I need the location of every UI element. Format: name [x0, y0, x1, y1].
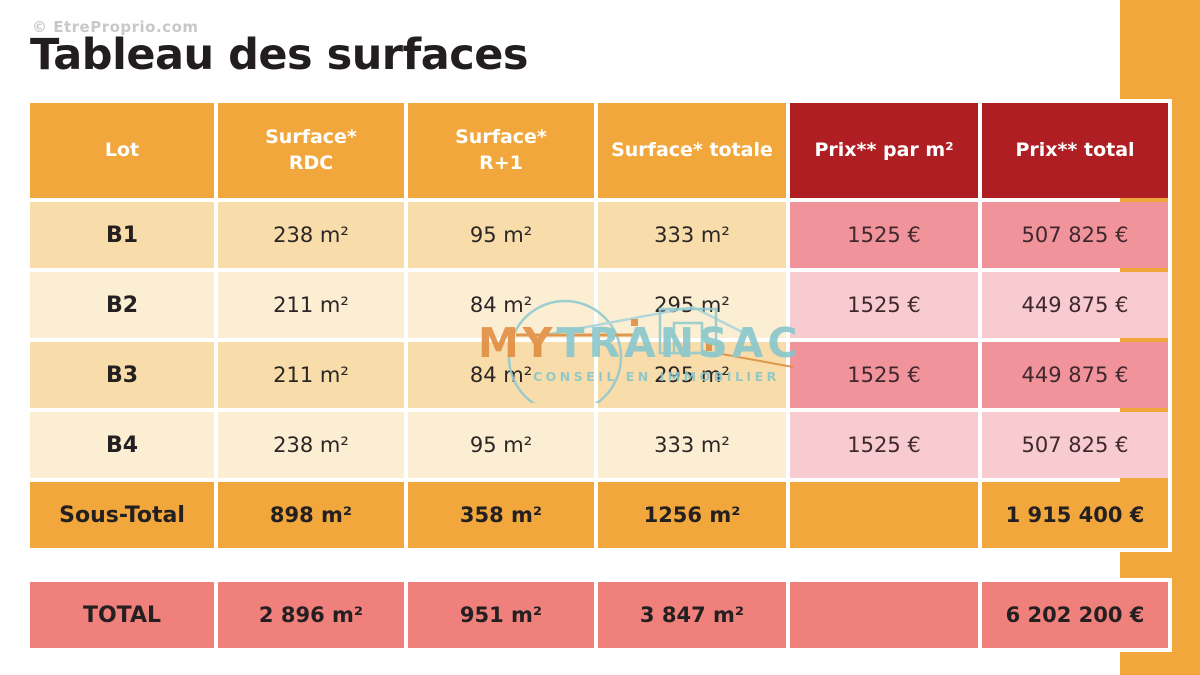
header-cell-prix-total: Prix** total	[982, 103, 1168, 198]
cell-b3-r1: 84 m²	[408, 342, 594, 408]
cell-b4-r1: 95 m²	[408, 412, 594, 478]
cell-total-rdc: 2 896 m²	[218, 582, 404, 648]
page-title: Tableau des surfaces	[30, 30, 528, 80]
total-row: TOTAL 2 896 m² 951 m² 3 847 m² 6 202 200…	[26, 578, 1172, 652]
cell-soustotal-label: Sous-Total	[30, 482, 214, 548]
cell-b2-lot: B2	[30, 272, 214, 338]
cell-b1-r1: 95 m²	[408, 202, 594, 268]
header-cell-surface-rdc: Surface* RDC	[218, 103, 404, 198]
cell-b3-prix-total: 449 875 €	[982, 342, 1168, 408]
header-cell-surface-r1: Surface* R+1	[408, 103, 594, 198]
cell-b1-rdc: 238 m²	[218, 202, 404, 268]
cell-total-r1: 951 m²	[408, 582, 594, 648]
cell-total-totale: 3 847 m²	[598, 582, 786, 648]
cell-b1-prix-m2: 1525 €	[790, 202, 978, 268]
cell-b4-prix-total: 507 825 €	[982, 412, 1168, 478]
cell-b2-prix-m2: 1525 €	[790, 272, 978, 338]
cell-soustotal-totale: 1256 m²	[598, 482, 786, 548]
cell-soustotal-prix-m2	[790, 482, 978, 548]
cell-b1-totale: 333 m²	[598, 202, 786, 268]
watermark-text: © EtreProprio.com	[32, 18, 199, 36]
cell-total-prix-total: 6 202 200 €	[982, 582, 1168, 648]
header-cell-surface-totale: Surface* totale	[598, 103, 786, 198]
cell-b4-totale: 333 m²	[598, 412, 786, 478]
header-cell-prix-par-m2: Prix** par m²	[790, 103, 978, 198]
cell-b4-lot: B4	[30, 412, 214, 478]
cell-soustotal-prix-total: 1 915 400 €	[982, 482, 1168, 548]
cell-b2-rdc: 211 m²	[218, 272, 404, 338]
cell-b3-rdc: 211 m²	[218, 342, 404, 408]
cell-b1-lot: B1	[30, 202, 214, 268]
header-cell-lot: Lot	[30, 103, 214, 198]
surfaces-table: Lot Surface* RDC Surface* R+1 Surface* tot…	[26, 99, 1172, 552]
cell-b2-totale: 295 m²	[598, 272, 786, 338]
cell-b1-prix-total: 507 825 €	[982, 202, 1168, 268]
cell-total-label: TOTAL	[30, 582, 214, 648]
cell-b3-totale: 295 m²	[598, 342, 786, 408]
cell-b2-r1: 84 m²	[408, 272, 594, 338]
cell-soustotal-r1: 358 m²	[408, 482, 594, 548]
cell-total-prix-m2	[790, 582, 978, 648]
cell-soustotal-rdc: 898 m²	[218, 482, 404, 548]
cell-b3-lot: B3	[30, 342, 214, 408]
cell-b3-prix-m2: 1525 €	[790, 342, 978, 408]
cell-b4-rdc: 238 m²	[218, 412, 404, 478]
cell-b2-prix-total: 449 875 €	[982, 272, 1168, 338]
cell-b4-prix-m2: 1525 €	[790, 412, 978, 478]
